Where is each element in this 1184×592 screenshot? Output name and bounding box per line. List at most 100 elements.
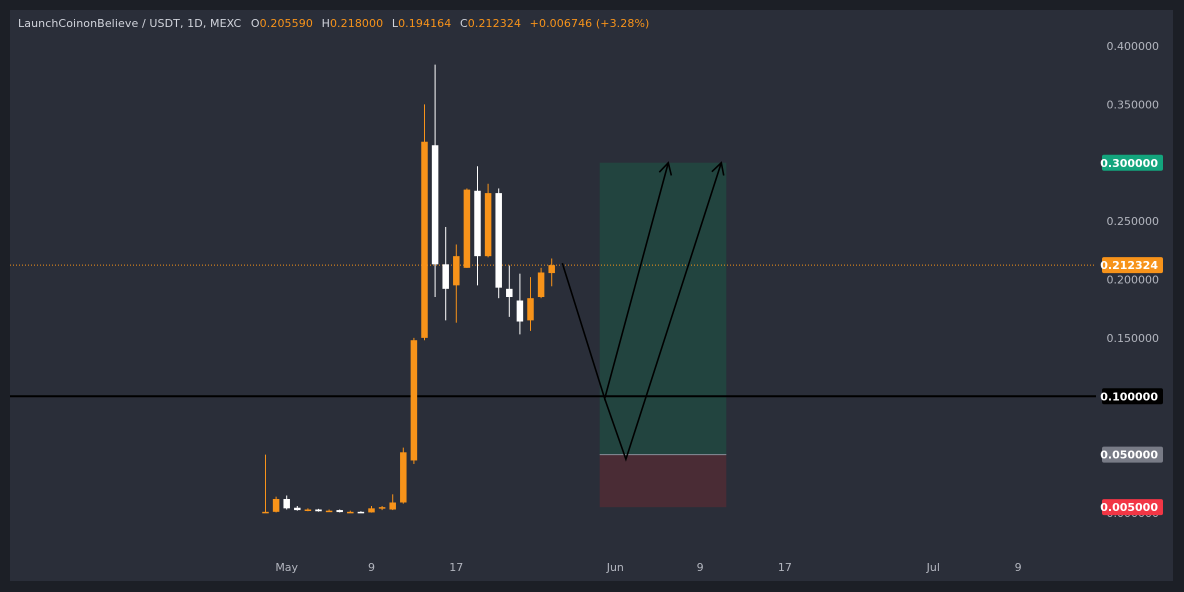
candle-body bbox=[325, 510, 333, 513]
symbol-label[interactable]: LaunchCoinonBelieve / USDT, 1D, MEXC bbox=[18, 17, 242, 30]
x-tick-label: Jun bbox=[606, 561, 624, 574]
y-tick-label: 0.200000 bbox=[1107, 274, 1160, 287]
candle bbox=[537, 267, 545, 299]
price-tag-box bbox=[1102, 499, 1163, 516]
candle-body bbox=[262, 511, 269, 514]
x-tick-label: 17 bbox=[449, 561, 463, 574]
x-tick-label: Jul bbox=[926, 561, 940, 574]
plot-background bbox=[10, 10, 1173, 581]
candle-body bbox=[548, 265, 555, 274]
candle-body bbox=[495, 193, 502, 288]
candle-body bbox=[304, 509, 312, 511]
x-tick-label: 9 bbox=[1015, 561, 1022, 574]
price-tag-label: 0.005000 bbox=[1100, 501, 1158, 514]
candle-body bbox=[368, 508, 375, 513]
projection-path bbox=[603, 162, 723, 462]
price-tag-box bbox=[1102, 257, 1163, 274]
candle bbox=[484, 183, 492, 258]
price-tag-box bbox=[1102, 446, 1163, 463]
entry-price-tag: 0.050000 bbox=[1100, 446, 1163, 463]
candle bbox=[294, 505, 301, 511]
price-tag-label: 0.100000 bbox=[1100, 390, 1158, 403]
level-price-tag: 0.100000 bbox=[1100, 388, 1163, 405]
candle-body bbox=[410, 340, 418, 461]
candle-body bbox=[484, 193, 492, 257]
candle-body bbox=[347, 511, 354, 514]
candle bbox=[548, 258, 555, 287]
high-value: 0.218000 bbox=[329, 17, 384, 30]
stop-zone bbox=[599, 454, 727, 508]
candle bbox=[400, 447, 407, 504]
low-key: L bbox=[391, 17, 399, 30]
candle bbox=[527, 277, 534, 331]
y-tick-label: 0.400000 bbox=[1107, 40, 1160, 53]
candle bbox=[262, 454, 269, 514]
candle bbox=[431, 64, 439, 298]
x-tick-label: 9 bbox=[697, 561, 704, 574]
candle-body bbox=[537, 272, 545, 298]
y-tick-label: 0.250000 bbox=[1107, 215, 1160, 228]
candle-body bbox=[506, 288, 513, 298]
candle bbox=[336, 509, 343, 513]
y-tick-label: 0.350000 bbox=[1107, 98, 1160, 111]
price-tag-label: 0.050000 bbox=[1100, 449, 1158, 462]
open-key: O bbox=[250, 17, 260, 30]
candle-body bbox=[272, 498, 280, 512]
projection-arrowhead bbox=[658, 161, 673, 176]
close-value: 0.212324 bbox=[467, 17, 522, 30]
x-tick-label: 9 bbox=[368, 561, 375, 574]
candle bbox=[357, 511, 365, 514]
candle-body bbox=[431, 145, 439, 265]
candle bbox=[506, 265, 513, 317]
x-tick-label: May bbox=[275, 561, 298, 574]
candle bbox=[368, 505, 375, 513]
target-price-tag: 0.300000 bbox=[1100, 154, 1163, 171]
candle-body bbox=[294, 507, 301, 511]
candle bbox=[453, 244, 460, 323]
candle bbox=[283, 495, 290, 510]
stop-price-tag: 0.005000 bbox=[1100, 499, 1163, 516]
candle-body bbox=[336, 510, 343, 513]
candle bbox=[474, 166, 481, 286]
candle-body bbox=[315, 509, 322, 512]
price-tag-box bbox=[1102, 388, 1163, 405]
candle bbox=[442, 226, 449, 321]
open-value: 0.205590 bbox=[259, 17, 313, 30]
candle-body bbox=[463, 189, 471, 268]
candle-body bbox=[527, 298, 534, 321]
candle bbox=[389, 494, 396, 511]
candle bbox=[410, 337, 418, 464]
close-key: C bbox=[459, 17, 468, 30]
candle bbox=[325, 509, 333, 513]
candle-body bbox=[283, 498, 290, 509]
change-value: +0.006746 (+3.28%) bbox=[529, 17, 650, 30]
candle-body bbox=[474, 190, 481, 257]
symbol-legend: LaunchCoinonBelieve / USDT, 1D, MEXC O0.… bbox=[18, 17, 654, 30]
candle bbox=[378, 505, 386, 511]
price-tag-label: 0.300000 bbox=[1100, 157, 1158, 170]
low-value: 0.194164 bbox=[398, 17, 452, 30]
candle bbox=[304, 508, 312, 512]
high-key: H bbox=[321, 17, 330, 30]
candle bbox=[347, 510, 354, 514]
candle-body bbox=[357, 511, 365, 514]
candle-body bbox=[400, 452, 407, 503]
candle-body bbox=[378, 507, 386, 509]
candle-body bbox=[421, 141, 428, 338]
candle bbox=[495, 188, 502, 299]
candle bbox=[516, 273, 524, 335]
y-tick-label: 0.150000 bbox=[1107, 332, 1160, 345]
x-tick-label: 17 bbox=[778, 561, 792, 574]
candle-body bbox=[442, 264, 449, 289]
candle-body bbox=[516, 300, 524, 322]
candle-body bbox=[453, 256, 460, 286]
candle bbox=[421, 104, 428, 341]
candle bbox=[315, 508, 322, 512]
price-tag-label: 0.212324 bbox=[1100, 259, 1158, 272]
price-tag-box bbox=[1102, 154, 1163, 171]
price-price-tag: 0.212324 bbox=[1100, 257, 1163, 274]
candle bbox=[463, 188, 471, 268]
projection-arrowhead bbox=[711, 161, 725, 176]
candle-body bbox=[389, 502, 396, 510]
